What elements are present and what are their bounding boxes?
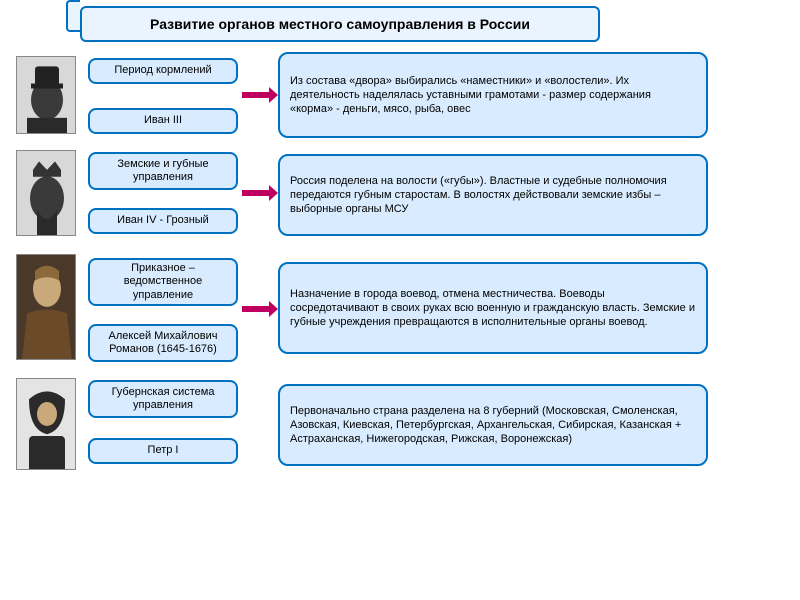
description-text: Назначение в города воевод, отмена местн… <box>290 287 696 330</box>
label-text: Иван III <box>144 114 182 127</box>
arrow-1 <box>242 92 272 98</box>
label-text: Земские и губные управления <box>94 158 232 184</box>
label-box-1-1: Период кормлений <box>88 58 238 84</box>
portrait-2 <box>16 150 76 236</box>
label-box-1-2: Иван III <box>88 108 238 134</box>
description-box-1: Из состава «двора» выбирались «наместник… <box>278 52 708 138</box>
title-tab <box>66 0 80 32</box>
portrait-4 <box>16 378 76 470</box>
label-text: Петр I <box>148 444 179 457</box>
label-box-3-1: Приказное – ведомственное управление <box>88 258 238 306</box>
label-box-4-1: Губернская система управления <box>88 380 238 418</box>
label-text: Период кормлений <box>114 64 211 77</box>
label-box-2-1: Земские и губные управления <box>88 152 238 190</box>
description-box-3: Назначение в города воевод, отмена местн… <box>278 262 708 354</box>
portrait-3 <box>16 254 76 360</box>
label-text: Иван IV - Грозный <box>117 214 209 227</box>
label-text: Алексей Михайлович Романов (1645-1676) <box>94 330 232 356</box>
page-title: Развитие органов местного самоуправления… <box>80 6 600 42</box>
label-box-3-2: Алексей Михайлович Романов (1645-1676) <box>88 324 238 362</box>
description-text: Первоначально страна разделена на 8 губе… <box>290 404 696 447</box>
label-text: Приказное – ведомственное управление <box>94 262 232 302</box>
page-title-text: Развитие органов местного самоуправления… <box>150 16 530 32</box>
description-text: Россия поделена на волости («губы»). Вла… <box>290 174 696 217</box>
portrait-1 <box>16 56 76 134</box>
label-box-2-2: Иван IV - Грозный <box>88 208 238 234</box>
description-box-4: Первоначально страна разделена на 8 губе… <box>278 384 708 466</box>
arrow-2 <box>242 190 272 196</box>
label-text: Губернская система управления <box>94 386 232 412</box>
arrow-3 <box>242 306 272 312</box>
description-text: Из состава «двора» выбирались «наместник… <box>290 74 696 117</box>
description-box-2: Россия поделена на волости («губы»). Вла… <box>278 154 708 236</box>
label-box-4-2: Петр I <box>88 438 238 464</box>
